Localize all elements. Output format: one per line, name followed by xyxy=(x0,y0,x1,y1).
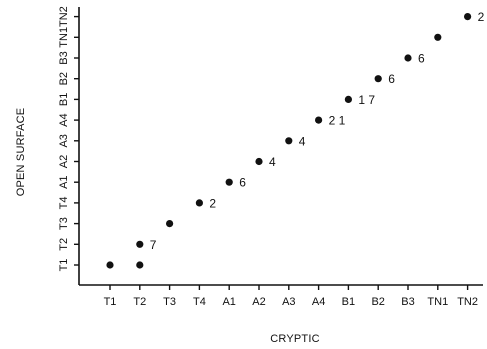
y-tick-label-t1: T1 xyxy=(58,259,70,272)
y-tick-label-b2: B2 xyxy=(58,72,70,85)
x-tick-label-tn1: TN1 xyxy=(427,296,448,308)
data-point-b3-b3 xyxy=(404,54,412,62)
y-tick-label-b3: B3 xyxy=(58,51,70,64)
x-tick-label-a3: A3 xyxy=(282,296,295,308)
x-tick-label-t3: T3 xyxy=(163,296,176,308)
data-label-b1: 1 7 xyxy=(358,93,375,107)
data-point-tn2-tn2 xyxy=(464,13,472,21)
data-point-a4-a4 xyxy=(315,116,323,124)
x-axis-title: CRYPTIC xyxy=(270,333,319,345)
y-tick-label-t3: T3 xyxy=(58,217,70,230)
data-label-a1: 6 xyxy=(239,176,246,190)
y-axis-title: OPEN SURFACE xyxy=(15,108,27,197)
x-tick-label-t2: T2 xyxy=(133,296,146,308)
data-label-b2: 6 xyxy=(388,72,395,86)
y-tick-label-tn2: TN2 xyxy=(58,6,70,27)
x-tick-label-a1: A1 xyxy=(222,296,235,308)
data-points xyxy=(106,13,472,269)
data-label-a2: 4 xyxy=(269,155,276,169)
y-tick-label-a3: A3 xyxy=(58,134,70,147)
x-tick-label-tn2: TN2 xyxy=(457,296,478,308)
y-tick-label-a4: A4 xyxy=(58,113,70,126)
y-tick-label-a1: A1 xyxy=(58,175,70,188)
data-label-tn2: 2 xyxy=(478,10,485,24)
data-label-t4: 2 xyxy=(209,196,216,210)
y-tick-label-a2: A2 xyxy=(58,155,70,168)
x-tick-label-b3: B3 xyxy=(401,296,414,308)
data-label-a3: 4 xyxy=(299,134,306,148)
x-tick-label-t1: T1 xyxy=(104,296,117,308)
x-tick-label-t4: T4 xyxy=(193,296,206,308)
data-point-b2-b2 xyxy=(374,75,382,83)
data-point-t3-t3 xyxy=(166,220,174,228)
x-tick-label-a2: A2 xyxy=(252,296,265,308)
data-point-a2-a2 xyxy=(255,157,263,166)
data-label-t2: 7 xyxy=(150,238,157,252)
data-point-t2-t1 xyxy=(136,261,144,269)
data-point-a1-a1 xyxy=(225,178,233,186)
data-point-a3-a3 xyxy=(285,137,293,145)
y-tick-label-tn1: TN1 xyxy=(58,27,70,48)
data-point-t1-t1 xyxy=(106,261,114,269)
x-tick-label-a4: A4 xyxy=(312,296,325,308)
data-label-b3: 6 xyxy=(418,52,425,66)
data-point-b1-b1 xyxy=(344,95,352,103)
x-tick-label-b1: B1 xyxy=(342,296,355,308)
y-tick-label-b1: B1 xyxy=(58,93,70,106)
data-labels: 7 2 6 4 4 2 1 1 7 6 6 2 xyxy=(150,10,485,252)
data-point-tn1-tn1 xyxy=(434,33,442,41)
y-tick-label-t2: T2 xyxy=(58,238,70,251)
data-label-a4: 2 1 xyxy=(329,114,346,128)
data-point-t2-t2 xyxy=(136,240,144,248)
data-point-t4-t4 xyxy=(195,199,203,207)
axes xyxy=(78,7,483,286)
y-tick-label-t4: T4 xyxy=(58,196,70,209)
x-ticks: T1 T2 T3 T4 A1 A2 A3 A4 B1 B2 B3 TN1 TN2 xyxy=(104,285,478,308)
x-tick-label-b2: B2 xyxy=(371,296,384,308)
